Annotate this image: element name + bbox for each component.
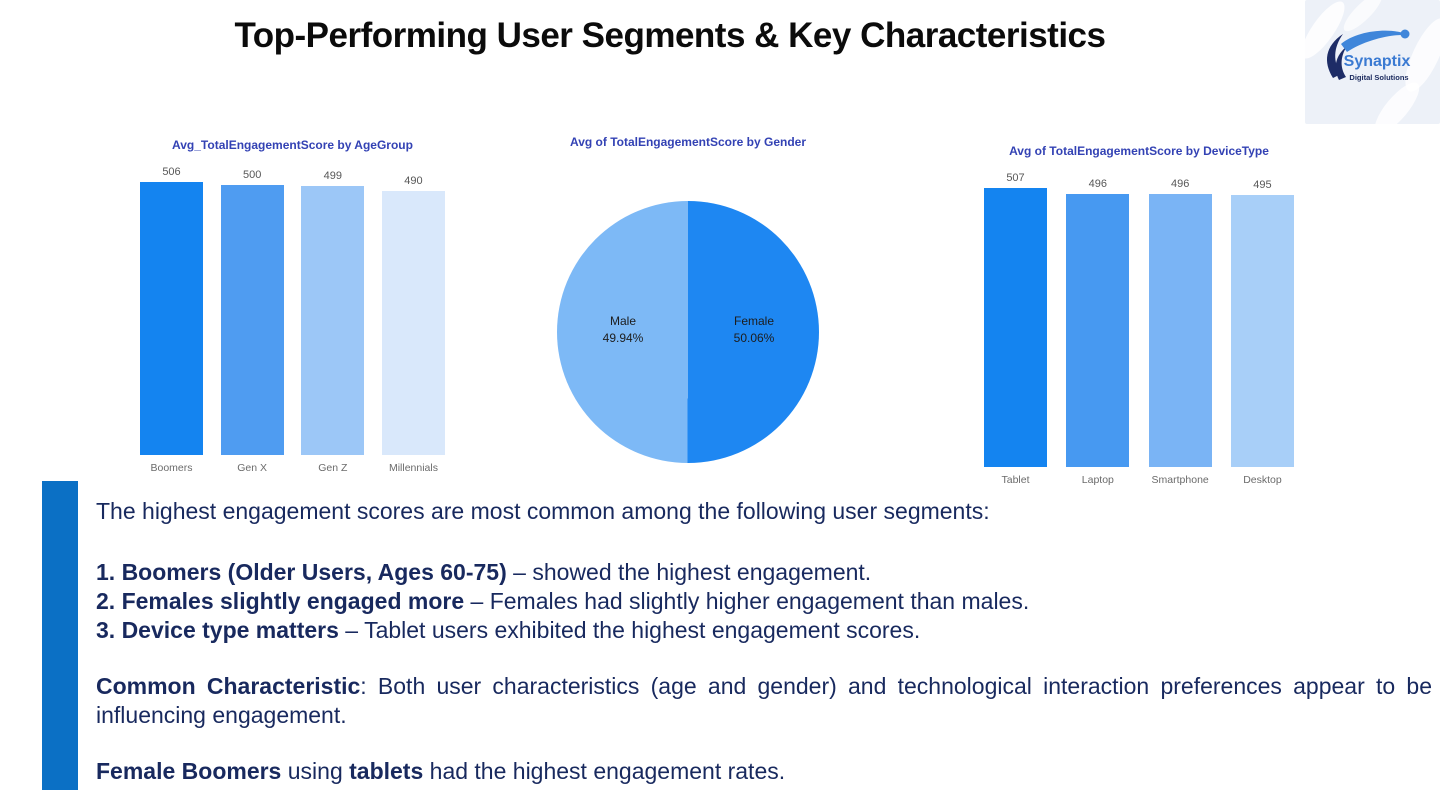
bar-value-label: 499: [323, 169, 342, 182]
insight-item-females: 2. Females slightly engaged more – Femal…: [96, 588, 1030, 614]
insight-text: The highest engagement scores are most c…: [96, 481, 1432, 786]
insight-list: 1. Boomers (Older Users, Ages 60-75) – s…: [96, 558, 1432, 645]
bar-value-label: 495: [1253, 178, 1272, 191]
category-label: Gen X: [237, 462, 268, 474]
device-chart-plot: 507 Tablet 496 Laptop 496 Smartphone 495 Deskto…: [984, 172, 1294, 486]
category-label: Laptop: [1081, 474, 1114, 486]
bar-value-label: 496: [1170, 178, 1190, 191]
logo-swoosh-dark: [1327, 34, 1343, 78]
category-label: Millennials: [388, 462, 438, 474]
pie-label-male: Male 49.94%: [581, 313, 665, 347]
pie-label-male-pct: 49.94%: [602, 331, 644, 345]
bar-value-label: 507: [1006, 172, 1025, 184]
age-chart-plot: 506 Boomers 500 Gen X 499 Gen Z 490 Millennials: [140, 166, 445, 474]
device-chart-title: Avg of TotalEngagementScore by DeviceTyp…: [1009, 144, 1269, 158]
bar-column-boomers: 506 Boomers: [140, 166, 203, 474]
logo: Synaptix Digital Solutions: [1301, 0, 1440, 134]
pie-label-female: Female 50.06%: [709, 313, 799, 347]
bar: [1066, 194, 1130, 467]
bar-column-gen-z: 499 Gen Z: [301, 170, 365, 474]
bar-value-label: 506: [162, 166, 181, 178]
bar: [140, 182, 203, 455]
bar: [1230, 194, 1294, 467]
accent-bar: [42, 481, 78, 790]
device-bar-chart: Avg of TotalEngagementScore by DeviceTyp…: [984, 144, 1294, 486]
bar-column-gen-x: 500 Gen X: [220, 169, 284, 474]
bar-column-tablet: 507 Tablet: [984, 172, 1047, 486]
bar: [381, 190, 445, 455]
page-title: Top-Performing User Segments & Key Chara…: [234, 16, 1106, 55]
category-label: Smartphone: [1151, 474, 1209, 486]
pie-label-female-name: Female: [733, 314, 774, 328]
bar-value-label: 496: [1088, 178, 1107, 191]
logo-graphic: Synaptix Digital Solutions: [1301, 0, 1440, 134]
bar-column-millennials: 490 Millennials: [381, 175, 445, 474]
category-label: Desktop: [1243, 474, 1282, 486]
pie-label-male-name: Male: [609, 314, 636, 328]
insight-item-boomers: 1. Boomers (Older Users, Ages 60-75) – s…: [96, 559, 872, 585]
gender-pie: Male 49.94% Female 50.06%: [557, 201, 819, 463]
insight-intro: The highest engagement scores are most c…: [96, 498, 990, 524]
bar: [301, 185, 365, 455]
logo-swoosh-blue: [1341, 30, 1408, 52]
bar-value-label: 500: [242, 169, 262, 182]
gender-chart-title: Avg of TotalEngagementScore by Gender: [569, 135, 807, 149]
bar: [220, 185, 284, 455]
bar: [984, 188, 1047, 467]
bar-column-desktop: 495 Desktop: [1230, 179, 1294, 486]
category-label: Boomers: [150, 462, 193, 474]
age-bar-chart: Avg_TotalEngagementScore by AgeGroup 506…: [140, 138, 445, 474]
age-chart-title: Avg_TotalEngagementScore by AgeGroup: [172, 138, 413, 152]
pie-label-female-pct: 50.06%: [733, 331, 775, 345]
insight-item-device: 3. Device type matters – Tablet users ex…: [96, 617, 921, 643]
insight-final: Female Boomers using tablets had the hig…: [96, 758, 786, 784]
bar: [1148, 194, 1212, 467]
insight-common-characteristic: Common Characteristic: Both user charact…: [96, 673, 1432, 728]
logo-tagline-text: Digital Solutions: [1349, 73, 1408, 82]
category-label: Gen Z: [318, 462, 348, 474]
insights-section: The highest engagement scores are most c…: [42, 481, 1434, 790]
bar-column-laptop: 496 Laptop: [1066, 178, 1130, 486]
gender-pie-chart: Avg of TotalEngagementScore by Gender Ma…: [557, 135, 819, 463]
bar-value-label: 490: [404, 174, 423, 187]
bar-column-smartphone: 496 Smartphone: [1148, 178, 1212, 486]
logo-brand-text: Synaptix: [1344, 53, 1411, 70]
category-label: Tablet: [1001, 474, 1030, 486]
